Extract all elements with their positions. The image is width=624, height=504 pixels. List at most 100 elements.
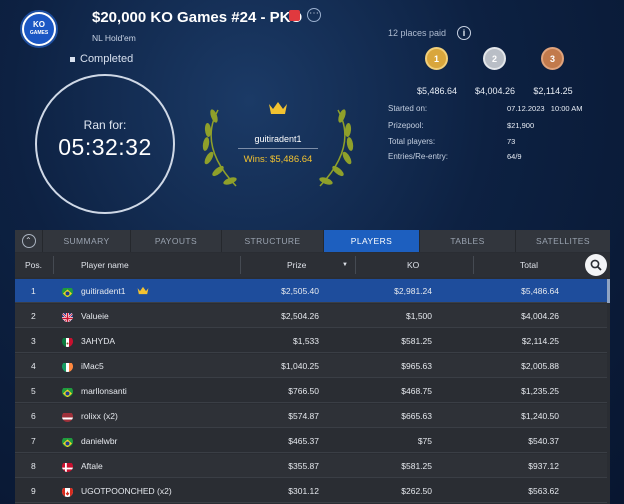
search-icon: [590, 259, 602, 271]
ran-for-value: 05:32:32: [58, 134, 152, 160]
row-prize: $301.12: [288, 486, 319, 496]
row-total: $5,486.64: [521, 286, 559, 296]
uk-flag-icon: [62, 311, 73, 322]
medal-2-amount: $4,004.26: [474, 86, 516, 96]
collapse-tab[interactable]: ⌃: [15, 230, 43, 252]
row-total: $2,005.88: [521, 361, 559, 371]
row-ko: $75: [417, 436, 432, 446]
tab-summary[interactable]: SUMMARY: [43, 230, 131, 252]
game-type: NL Hold'em: [92, 33, 136, 43]
col-pos[interactable]: Pos.: [25, 260, 43, 270]
table-row[interactable]: 2 Valueie $2,504.26 $1,500 $4,004.26: [15, 304, 607, 328]
status-text: Completed: [80, 53, 134, 65]
table-row[interactable]: 7 danielwbr $465.37 $75 $540.37: [15, 429, 607, 453]
tab-satellites[interactable]: SATELLITES: [536, 236, 590, 246]
row-player-name[interactable]: UGOTPOONCHED (x2): [81, 486, 172, 496]
row-player-name[interactable]: 3AHYDA: [81, 336, 116, 346]
row-player-name[interactable]: marllonsanti: [81, 386, 127, 396]
col-player-name[interactable]: Player name: [81, 260, 129, 270]
tournament-status: Completed: [80, 53, 133, 65]
row-ko: $1,500: [406, 311, 432, 321]
search-button[interactable]: [585, 254, 607, 276]
table-row[interactable]: 8 Aftale $355.87 $581.25 $937.12: [15, 454, 607, 478]
row-player-name[interactable]: danielwbr: [81, 436, 118, 446]
col-prize[interactable]: Prize: [287, 260, 307, 270]
brazil-flag-icon: [62, 286, 73, 297]
row-prize: $766.50: [288, 386, 319, 396]
row-pos: 4: [31, 361, 36, 371]
row-total: $563.62: [528, 486, 559, 496]
silver-medal-icon: 2: [483, 47, 506, 70]
canada-flag-icon: [62, 486, 73, 497]
table-row[interactable]: 4 iMac5 $1,040.25 $965.63 $2,005.88: [15, 354, 607, 378]
tab-players[interactable]: PLAYERS: [324, 230, 420, 252]
row-ko: $581.25: [401, 461, 432, 471]
row-pos: 6: [31, 411, 36, 421]
row-total: $4,004.26: [521, 311, 559, 321]
row-prize: $2,505.40: [281, 286, 319, 296]
scrollbar-thumb[interactable]: [607, 279, 610, 303]
started-on-label: Started on:: [388, 104, 428, 113]
row-player-name[interactable]: Aftale: [81, 461, 103, 471]
tab-payouts[interactable]: PAYOUTS: [131, 230, 222, 252]
row-ko: $262.50: [401, 486, 432, 496]
prizepool-label: Prizepool:: [388, 121, 424, 130]
row-player-name[interactable]: Valueie: [81, 311, 109, 321]
table-row[interactable]: 3 3AHYDA $1,533 $581.25 $2,114.25: [15, 329, 607, 353]
gold-medal-icon: 1: [425, 47, 448, 70]
col-total[interactable]: Total: [520, 260, 538, 270]
crown-icon: [137, 286, 149, 295]
row-player-name[interactable]: guitiradent1: [81, 286, 126, 296]
row-prize: $2,504.26: [281, 311, 319, 321]
laurel-wreath-icon: [202, 109, 354, 187]
entries-label: Entries/Re-entry:: [388, 152, 449, 161]
row-total: $1,240.50: [521, 411, 559, 421]
row-prize: $574.87: [288, 411, 319, 421]
tab-structure[interactable]: STRUCTURE: [222, 230, 324, 252]
sort-desc-icon[interactable]: ▼: [342, 262, 348, 268]
table-row[interactable]: 5 marllonsanti $766.50 $468.75 $1,235.25: [15, 379, 607, 403]
row-prize: $355.87: [288, 461, 319, 471]
ran-for-label: Ran for:: [83, 118, 127, 132]
tab-tables[interactable]: TABLES: [420, 230, 516, 252]
logo-text-top: KO: [33, 20, 45, 29]
col-ko[interactable]: KO: [407, 260, 420, 270]
row-total: $1,235.25: [521, 386, 559, 396]
medal-3-amount: $2,114.25: [533, 86, 573, 96]
medal-2: 2: [483, 47, 506, 70]
pko-badge-icon: [289, 10, 300, 21]
row-pos: 3: [31, 336, 36, 346]
table-row[interactable]: 9 UGOTPOONCHED (x2) $301.12 $262.50 $563.62: [15, 479, 607, 503]
table-row[interactable]: 6 rolixx (x2) $574.87 $665.63 $1,240.50: [15, 404, 607, 428]
total-players-value: 73: [507, 137, 516, 146]
row-total: $540.37: [528, 436, 559, 446]
table-header: Pos. Player name Prize ▼ KO Total: [15, 253, 610, 277]
col-divider: [473, 256, 474, 274]
row-ko: $2,981.24: [394, 286, 432, 296]
chevron-up-icon: ⌃: [21, 234, 36, 248]
winner-divider: [238, 148, 318, 149]
table-row[interactable]: 1 guitiradent1 $2,505.40 $2,981.24 $5,486.64: [15, 279, 607, 303]
brazil-flag-icon: [62, 386, 73, 397]
col-divider: [355, 256, 356, 274]
info-icon[interactable]: i: [457, 26, 471, 40]
places-paid-label: 12 places paid: [388, 28, 447, 38]
more-options-button[interactable]: ⋯: [307, 8, 321, 22]
row-player-name[interactable]: rolixx (x2): [81, 411, 118, 421]
total-players-label: Total players:: [388, 137, 436, 146]
entries-value: 64/9: [507, 152, 522, 161]
bronze-medal-icon: 3: [541, 47, 564, 70]
row-pos: 5: [31, 386, 36, 396]
row-pos: 1: [31, 286, 36, 296]
row-player-name[interactable]: iMac5: [81, 361, 104, 371]
row-pos: 9: [31, 486, 36, 496]
prizepool-value: $21,900: [507, 121, 535, 130]
logo-text-bottom: GAMES: [29, 30, 49, 36]
row-prize: $1,533: [293, 336, 319, 346]
row-total: $937.12: [528, 461, 559, 471]
crown-icon: [269, 102, 287, 114]
medal-1: 1: [425, 47, 448, 70]
col-divider: [240, 256, 241, 274]
timer-ring: [35, 74, 175, 214]
tab-bar: ⌃ SUMMARY PAYOUTS STRUCTURE PLAYERS TABL…: [15, 230, 610, 252]
